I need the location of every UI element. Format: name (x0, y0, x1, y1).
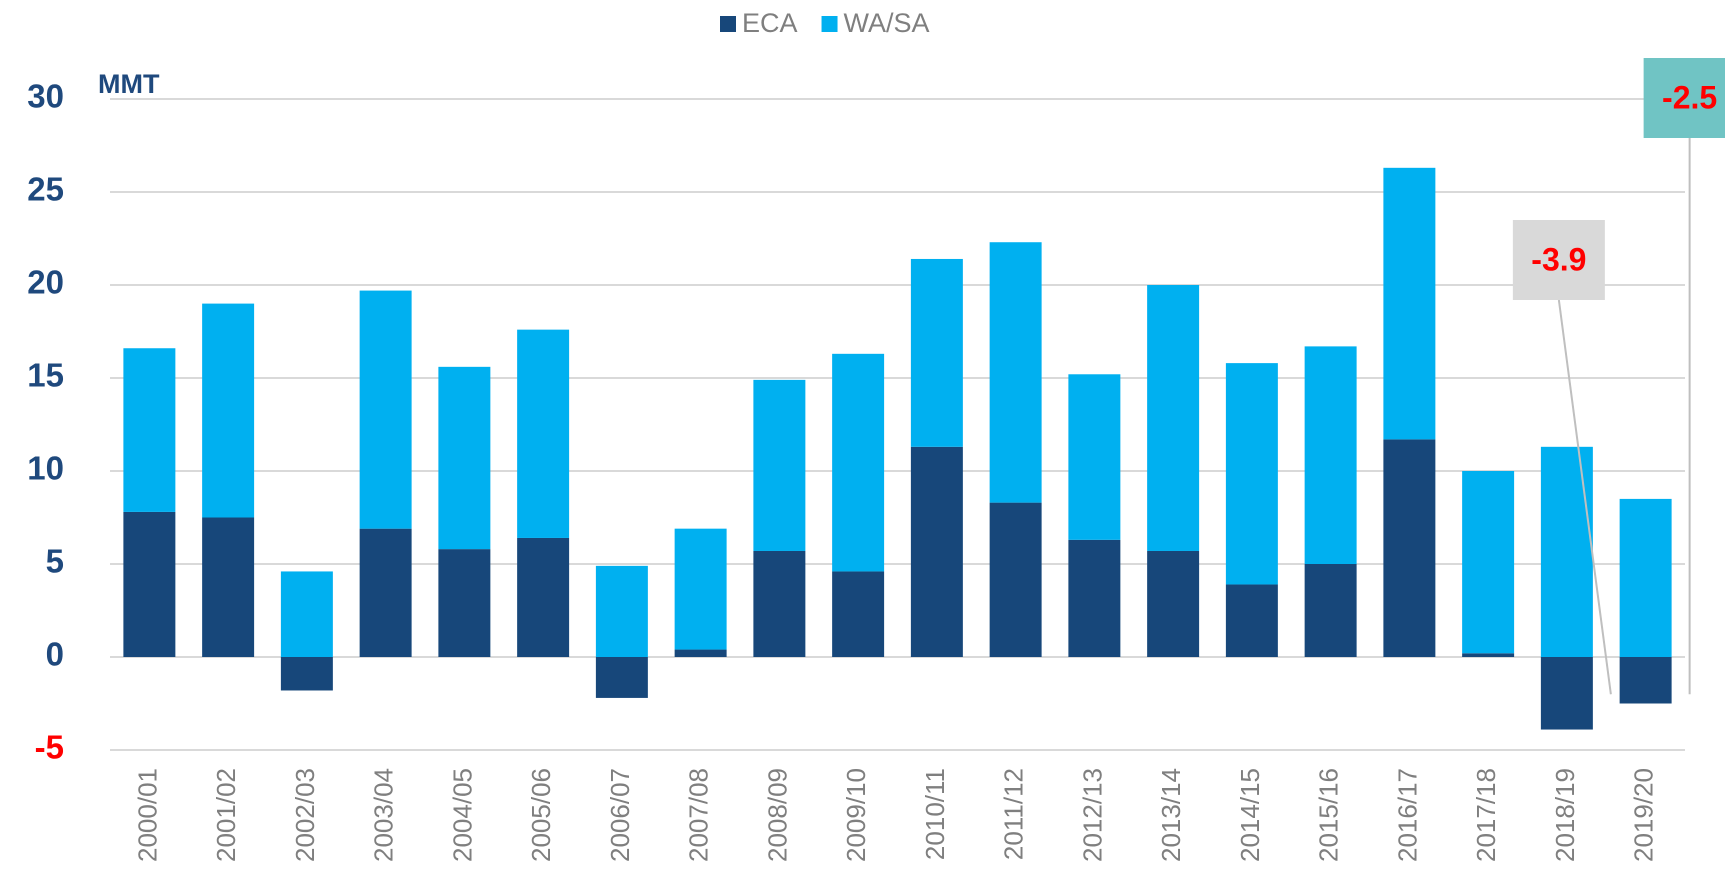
x-tick-label: 2001/02 (211, 768, 241, 862)
y-tick-label: 5 (46, 543, 64, 580)
y-tick-label: 20 (27, 264, 64, 301)
x-tick-label: 2000/01 (132, 768, 162, 862)
bar-segment (1619, 498, 1672, 657)
y-tick-label: -5 (35, 729, 64, 766)
x-tick-label: 2007/08 (684, 768, 714, 862)
bar-segment (753, 550, 806, 657)
bar-segment (1540, 657, 1593, 730)
x-tick-label: 2002/03 (290, 768, 320, 862)
bar-segment (123, 348, 176, 512)
x-tick-label: 2009/10 (841, 768, 871, 862)
x-tick-label: 2017/18 (1471, 768, 1501, 862)
x-tick-label: 2004/05 (447, 768, 477, 862)
x-tick-label: 2015/16 (1314, 768, 1344, 862)
bar-segment (1147, 550, 1200, 657)
bar-segment (1068, 539, 1121, 657)
legend-label: ECA (742, 8, 798, 38)
bar-segment (1462, 471, 1515, 654)
bar-segment (1619, 657, 1672, 704)
callout-box (1643, 58, 1725, 138)
y-tick-label: 15 (27, 357, 64, 394)
bar-segment (595, 657, 648, 698)
bar-segment (280, 571, 333, 657)
bar-segment (832, 571, 885, 657)
bar-segment (832, 353, 885, 572)
bar-segment (1147, 285, 1200, 551)
callout-leader (1557, 299, 1612, 695)
y-tick-label: 30 (27, 78, 64, 115)
x-tick-label: 2014/15 (1235, 768, 1265, 862)
y-tick-label: 10 (27, 450, 64, 487)
bar-segment (517, 329, 570, 538)
x-tick-label: 2005/06 (526, 768, 556, 862)
bar-segment (517, 537, 570, 657)
bar-segment (438, 366, 491, 550)
bar-segment (595, 565, 648, 657)
bar-segment (753, 379, 806, 551)
legend-swatch (720, 16, 736, 32)
x-tick-label: 2016/17 (1392, 768, 1422, 862)
bar-segment (989, 242, 1042, 503)
bar-segment (359, 290, 412, 529)
bar-segment (910, 258, 963, 447)
y-tick-label: 25 (27, 171, 64, 208)
bar-segment (1304, 346, 1357, 564)
bar-segment (280, 657, 333, 691)
bar-segment (1383, 439, 1436, 657)
legend-swatch (821, 16, 838, 32)
bar-segment (438, 549, 491, 657)
bar-segment (989, 502, 1042, 657)
bar-segment (202, 303, 255, 518)
bar-segment (1068, 374, 1121, 540)
bar-segment (1540, 446, 1593, 657)
x-tick-label: 2018/19 (1550, 768, 1580, 862)
callout-box (1512, 220, 1605, 300)
legend-label: WA/SA (844, 8, 930, 38)
bar-segment (1225, 584, 1278, 657)
bar-segment (674, 649, 727, 657)
x-tick-label: 2011/12 (999, 768, 1029, 860)
callout-label: -2.5 (1662, 79, 1717, 115)
bar-segment (1383, 167, 1436, 440)
bar-segment (123, 511, 176, 657)
x-tick-label: 2019/20 (1629, 768, 1659, 862)
x-tick-label: 2013/14 (1156, 768, 1186, 862)
x-tick-label: 2010/11 (920, 768, 950, 860)
x-tick-label: 2008/09 (762, 768, 792, 862)
bar-segment (1462, 653, 1515, 657)
bar-segment (359, 528, 412, 657)
bar-segment (1225, 363, 1278, 585)
x-tick-label: 2012/13 (1077, 768, 1107, 862)
callout-label: -3.9 (1531, 241, 1586, 277)
bar-segment (1304, 564, 1357, 657)
x-tick-label: 2003/04 (369, 768, 399, 862)
y-tick-label: 0 (46, 636, 64, 673)
bar-segment (674, 528, 727, 650)
bar-segment (202, 517, 255, 657)
x-tick-label: 2006/07 (605, 768, 635, 862)
bar-segment (910, 446, 963, 657)
y-axis-label: MMT (98, 69, 160, 99)
